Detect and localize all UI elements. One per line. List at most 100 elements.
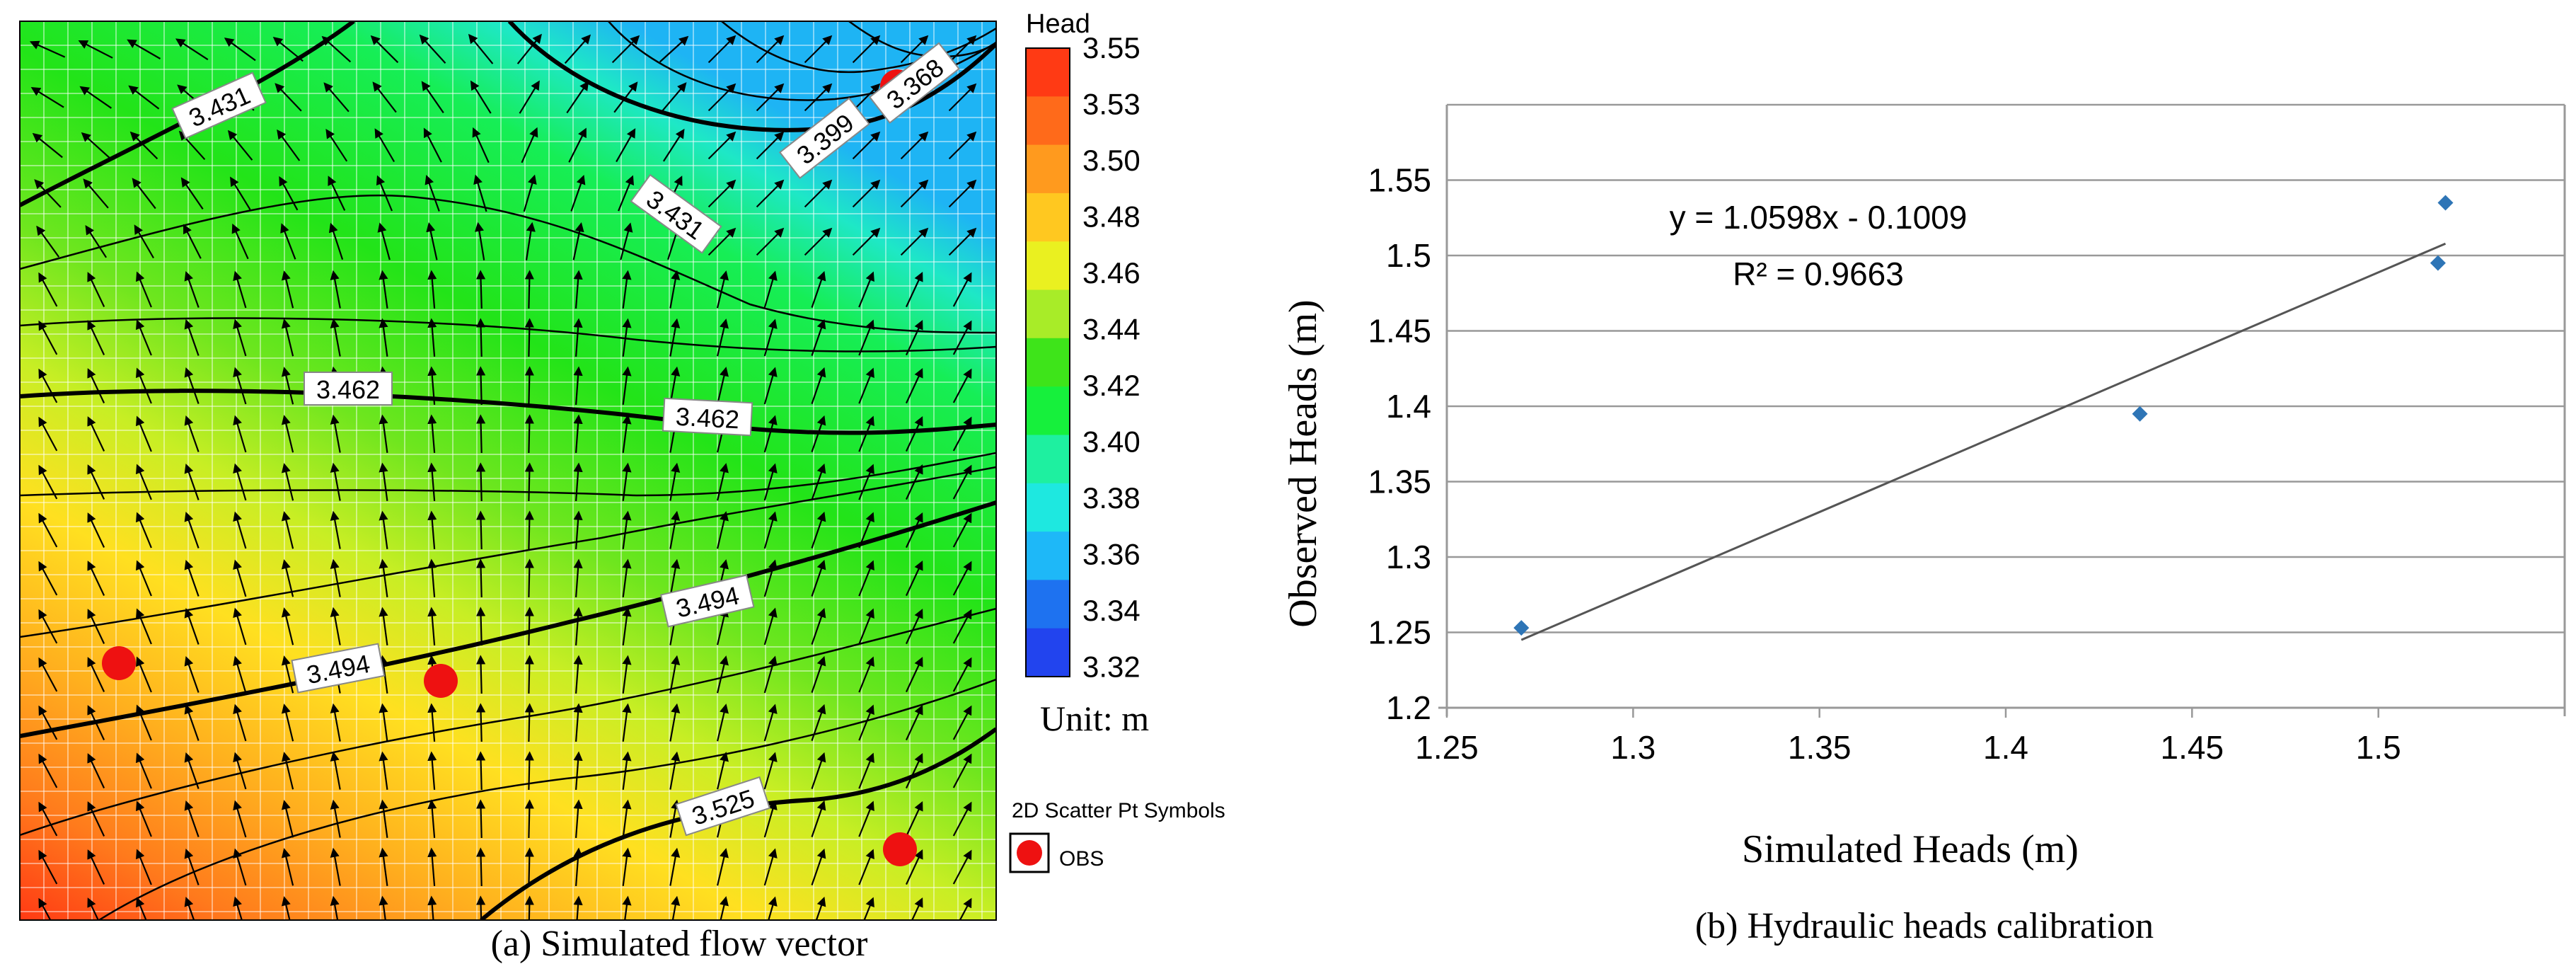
flow-map-panel: 3.431 3.368 3.399 3.431 3.462 3.462 <box>19 9 1225 964</box>
flow-vector <box>717 318 729 357</box>
scatter-legend-title: 2D Scatter Pt Symbols <box>1012 799 1225 822</box>
flow-vector <box>136 415 152 452</box>
flow-vector <box>852 83 881 112</box>
y-tick-label: 1.2 <box>1386 689 1431 726</box>
svg-text:3.462: 3.462 <box>316 375 380 404</box>
flow-vector <box>804 35 833 64</box>
flow-vector <box>36 225 60 258</box>
legend-title: Head <box>1026 9 1090 39</box>
flow-vector <box>900 179 929 208</box>
legend-swatch <box>1026 580 1070 629</box>
flow-vector <box>38 320 58 355</box>
flow-vector <box>330 703 341 742</box>
flow-vector <box>136 512 152 549</box>
flow-vector <box>330 414 341 453</box>
flow-vector <box>87 897 100 920</box>
legend-label: 3.32 <box>1082 650 1140 684</box>
flow-vector <box>38 368 58 403</box>
flow-vector <box>952 416 972 452</box>
legend-swatch <box>1026 48 1070 98</box>
flow-vector <box>427 414 437 453</box>
flow-vector <box>81 132 111 159</box>
flow-vector <box>231 223 249 260</box>
flow-vector <box>87 753 105 788</box>
flow-vector <box>900 227 929 256</box>
flow-vector <box>717 752 729 790</box>
flow-vector <box>427 607 437 645</box>
y-axis-title: Observed Heads (m) <box>1281 299 1325 627</box>
flow-vector <box>858 849 874 885</box>
flow-vector <box>38 416 58 452</box>
flow-vector <box>661 82 687 113</box>
flow-vector <box>573 703 583 742</box>
obs-legend-label: OBS <box>1059 847 1104 871</box>
flow-vector <box>87 657 105 692</box>
flow-vector <box>379 895 388 920</box>
legend-swatch <box>1026 96 1070 146</box>
contour-lines <box>20 21 996 920</box>
flow-vector <box>573 270 583 309</box>
flow-vector <box>184 415 200 452</box>
flow-vector <box>573 799 583 838</box>
flow-vector <box>763 367 778 405</box>
flow-vector <box>281 896 291 920</box>
flow-vector <box>129 131 158 160</box>
legend-label: 3.38 <box>1082 481 1140 515</box>
flow-vector <box>32 132 63 159</box>
flow-vector <box>523 174 537 212</box>
flow-vector <box>756 131 785 160</box>
flow-vector <box>756 35 785 64</box>
flow-vector <box>230 176 251 210</box>
flow-vector <box>280 223 296 260</box>
flow-vector <box>87 272 105 307</box>
flow-vector <box>379 703 388 742</box>
flow-vector <box>38 657 58 692</box>
legend-label: 3.34 <box>1082 594 1140 627</box>
flow-vector <box>525 222 536 260</box>
flow-vector <box>516 33 542 64</box>
x-tick-labels: 1.25 1.3 1.35 1.4 1.45 1.5 <box>1415 708 2401 766</box>
y-tick-label: 1.4 <box>1386 388 1431 425</box>
flow-vector <box>611 35 640 64</box>
flow-vector <box>183 224 202 259</box>
flow-vector <box>804 179 833 208</box>
flow-vector <box>233 463 247 501</box>
flow-vector <box>379 847 388 886</box>
flow-vector <box>669 510 681 549</box>
flow-vector <box>281 800 294 838</box>
flow-vector <box>379 510 388 549</box>
flow-vector <box>763 270 778 309</box>
data-point <box>2430 255 2446 271</box>
flow-vector <box>330 751 341 790</box>
flow-vector <box>330 462 341 501</box>
flow-vector <box>279 176 299 211</box>
flow-vector <box>756 179 785 208</box>
flow-vector <box>618 175 634 212</box>
flow-vector <box>811 800 826 837</box>
flow-vector <box>136 897 147 920</box>
legend-label: 3.40 <box>1082 425 1140 459</box>
flow-vector <box>475 270 486 309</box>
flow-vector <box>858 367 874 404</box>
flow-vector <box>30 87 64 108</box>
flow-vector <box>233 704 247 742</box>
flow-vector <box>622 510 632 549</box>
flow-vector <box>136 656 152 693</box>
flow-vector <box>858 464 874 500</box>
flow-vector <box>906 753 923 789</box>
legend-swatch <box>1026 338 1070 388</box>
flow-vector <box>379 462 388 501</box>
flow-vector <box>379 414 388 453</box>
flow-vector <box>85 224 108 258</box>
flow-vector <box>717 848 729 886</box>
flow-vector <box>811 415 826 452</box>
flow-vector <box>804 227 833 256</box>
flow-vector <box>233 415 247 453</box>
flow-vector <box>87 801 105 837</box>
flow-vector <box>374 128 395 163</box>
y-tick-label: 1.25 <box>1368 614 1431 651</box>
flow-vector <box>281 463 294 501</box>
flow-vector <box>620 222 633 260</box>
legend-label: 3.50 <box>1082 144 1140 177</box>
flow-vector <box>858 800 874 837</box>
